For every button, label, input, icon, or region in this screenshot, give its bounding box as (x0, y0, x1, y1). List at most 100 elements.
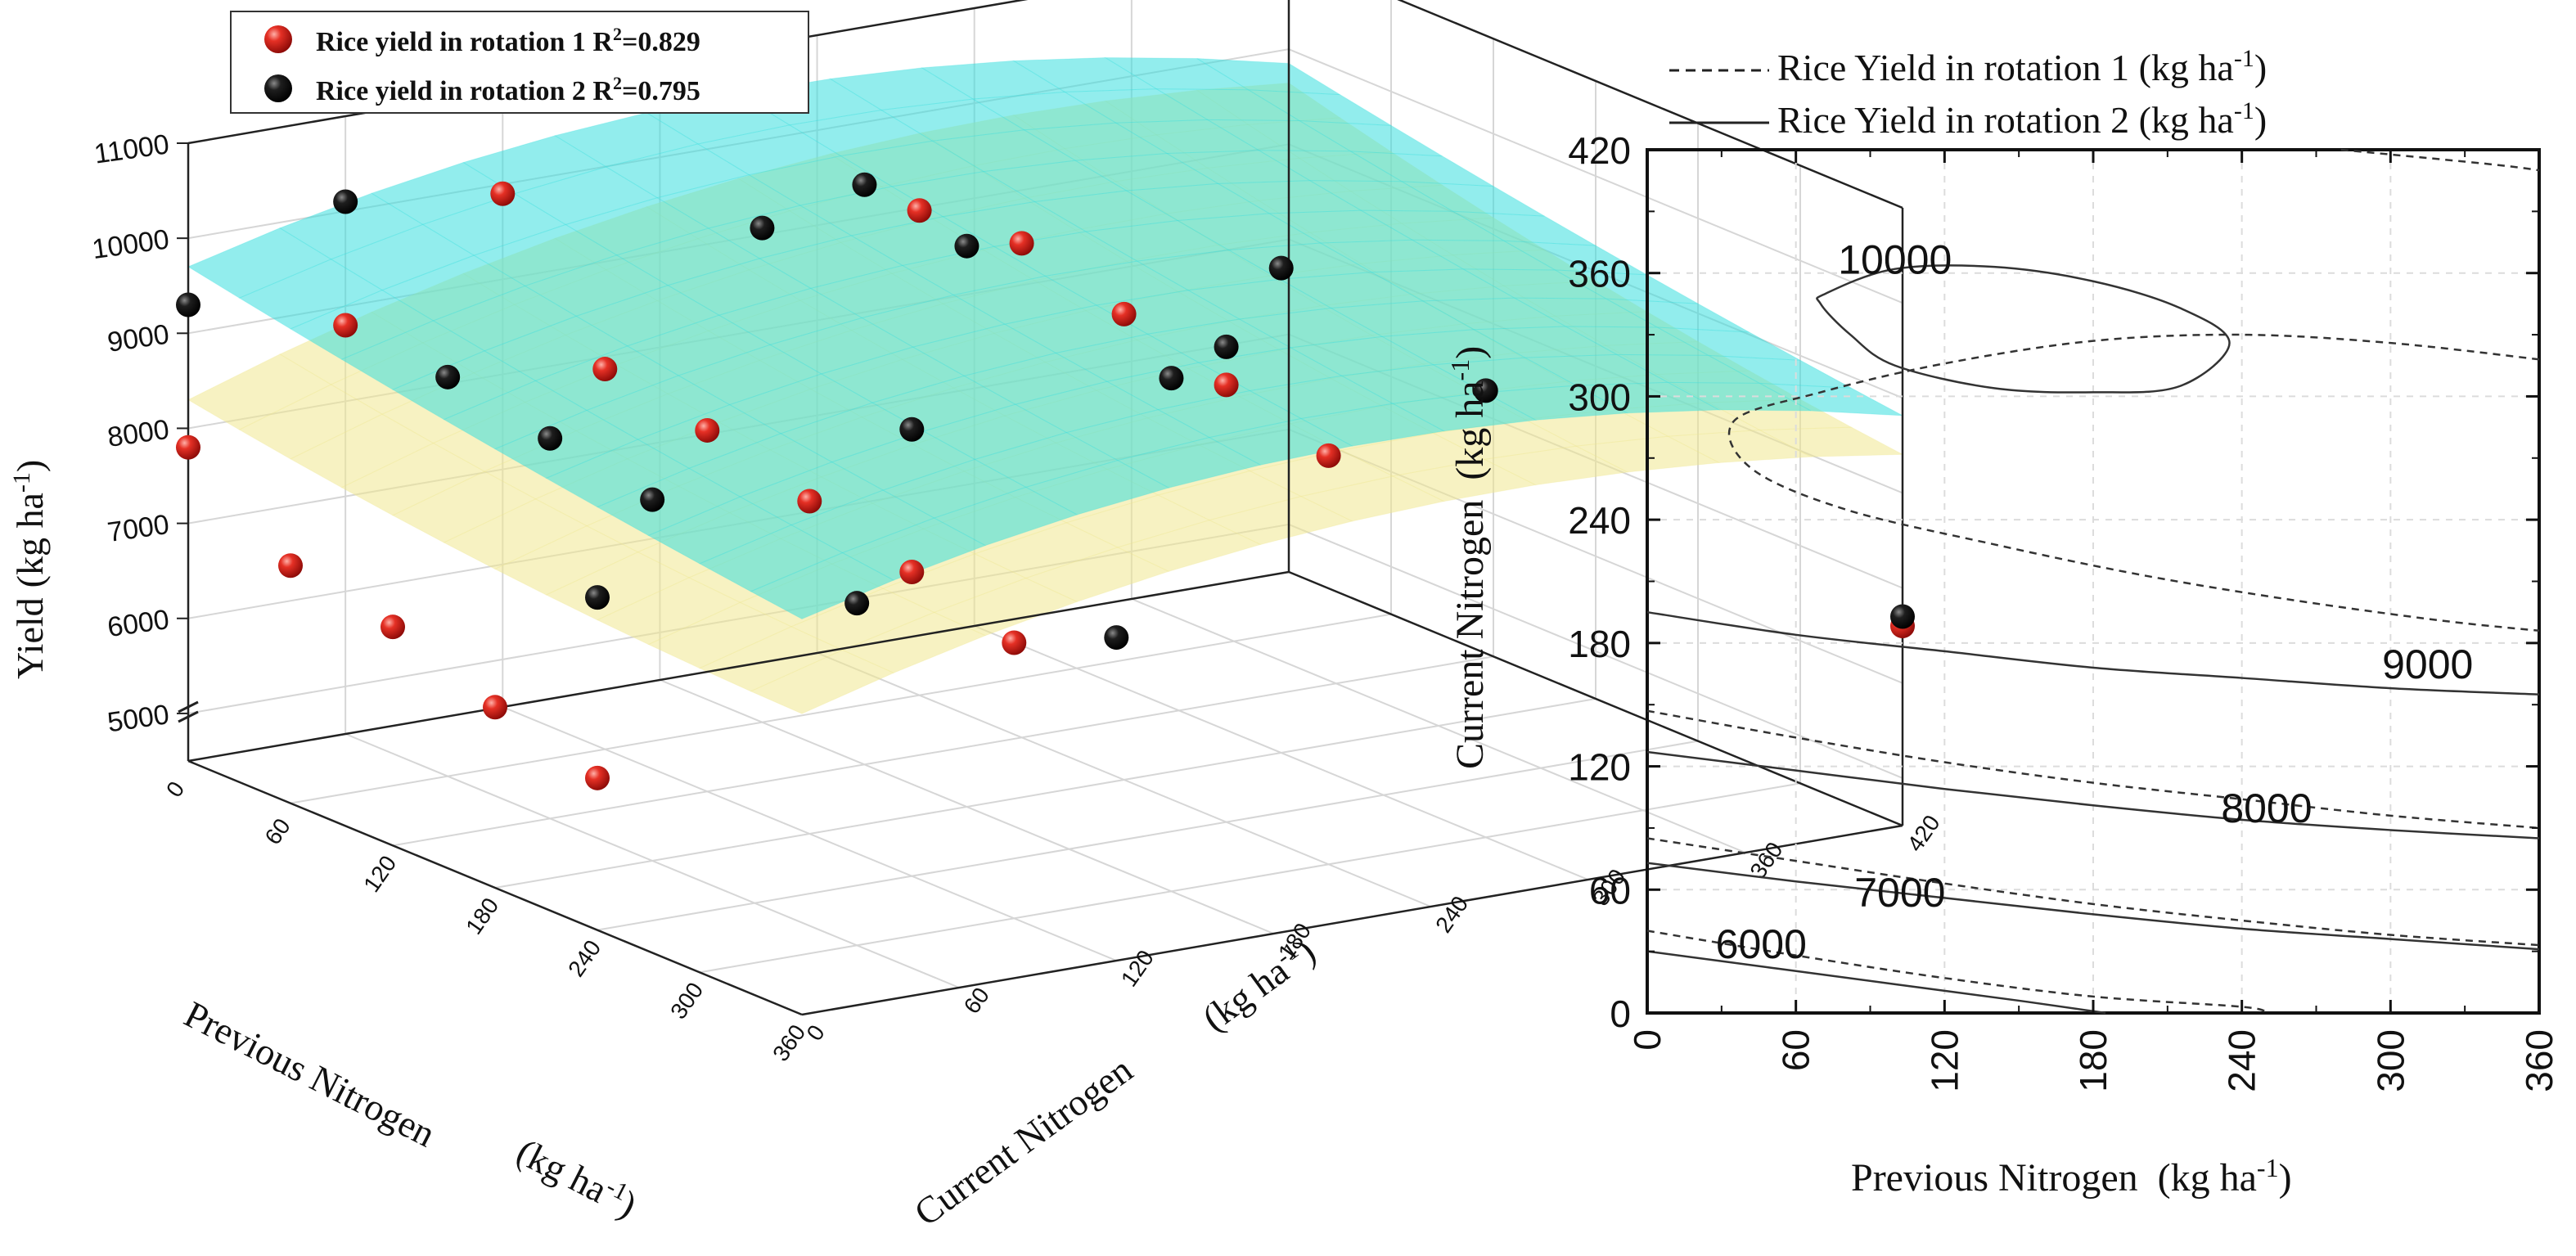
box-edge (187, 570, 1290, 763)
data-point-rotation-1 (483, 695, 507, 720)
grid-line-floor (699, 782, 1801, 974)
x-tick-label-3d: 120 (358, 851, 401, 897)
legend-3d: Rice yield in rotation 1 R2=0.829 Rice y… (230, 11, 809, 114)
y-tick-label-3d: 60 (959, 983, 994, 1018)
grid-line-floor (597, 740, 1699, 931)
grid-line-floor (1131, 598, 1746, 853)
data-point-rotation-1 (490, 181, 516, 206)
contour-rotation-2-6000 (1646, 950, 2106, 1015)
data-point-rotation-2 (176, 292, 200, 317)
data-point-rotation-2 (954, 233, 980, 259)
data-point-rotation-2 (435, 364, 461, 389)
z-tick-label: 5000 (106, 699, 171, 738)
data-point-rotation-1 (1111, 301, 1137, 326)
axis-break-mark (178, 710, 199, 723)
contour-y-tick-label: 420 (1568, 129, 1631, 172)
grid-line-floor (974, 625, 1589, 880)
contour-rotation-1-6000 (1646, 930, 2268, 1015)
panel-3d-surfaces (187, 56, 1904, 714)
z-axis-label: Yield(kg ha-1) (8, 460, 51, 679)
contour-rotation-1-9000 (1727, 333, 2540, 633)
data-point-rotation-1 (381, 614, 405, 640)
contour-grid (1646, 149, 2540, 1014)
data-point-rotation-2 (750, 215, 775, 241)
contour-rotation-2-10000 (1816, 264, 2231, 394)
contour-rotation-1-10000 (2340, 148, 2540, 172)
panel-3d-points (176, 86, 1915, 790)
grid-line-floor (290, 613, 1392, 804)
contour-level-label: 10000 (1838, 236, 1952, 282)
contour-y-tick-label: 300 (1568, 376, 1631, 418)
contour-y-tick-label: 0 (1610, 993, 1631, 1035)
legend-label-contour-rotation-1: Rice Yield in rotation 1 (kg ha-1) (1777, 45, 2267, 88)
contour-x-tick-label: 360 (2518, 1029, 2560, 1092)
x-axis-label-3d: Previous Nitrogen (178, 993, 442, 1155)
contour-level-label: 7000 (1854, 870, 1945, 916)
grid-line-floor (494, 698, 1596, 889)
contour-y-tick-label: 180 (1568, 623, 1631, 665)
contour-rotation-2-8000 (1646, 750, 2540, 840)
legend-label-rotation-1: Rice yield in rotation 1 R2=0.829 (316, 24, 700, 57)
contour-x-tick-label: 0 (1626, 1029, 1669, 1051)
data-point-rotation-2 (585, 585, 610, 610)
contour-y-tick-label: 360 (1568, 253, 1631, 295)
z-tick-label: 6000 (106, 604, 171, 643)
data-point-rotation-1 (1316, 443, 1341, 468)
data-point-rotation-2 (538, 425, 563, 451)
z-tick-label: 10000 (90, 223, 171, 265)
data-point-rotation-1 (333, 313, 358, 338)
contour-x-tick-label: 300 (2369, 1029, 2412, 1092)
box-edge (187, 759, 803, 1016)
data-point-rotation-1 (899, 559, 925, 584)
y-tick-label-3d: 0 (802, 1020, 830, 1046)
grid-line-floor (660, 679, 1274, 934)
contour-rotation-2-7000 (1646, 862, 2540, 951)
data-point-rotation-2 (1104, 625, 1129, 651)
x-tick-label-3d: 180 (461, 894, 503, 939)
data-point-rotation-2 (844, 591, 870, 616)
data-point-rotation-1 (176, 434, 200, 460)
contour-x-tick-label: 240 (2221, 1029, 2263, 1092)
data-point-rotation-2 (1890, 604, 1915, 629)
contour-ticks: 0 60 120 180 240 300 360 420 0 60 120 180 240 300 360 (1568, 129, 2560, 1092)
data-point-rotation-1 (695, 417, 720, 443)
x-tick-label-3d: 300 (665, 978, 708, 1024)
x-axis-unit-3d: (kg ha-1) (510, 1130, 643, 1226)
contour-legend: Rice Yield in rotation 1 (kg ha-1) Rice … (1669, 45, 2267, 141)
contour-y-tick-label: 120 (1568, 746, 1631, 789)
x-tick-label-3d: 0 (161, 777, 189, 802)
y-tick-label-3d: 420 (1903, 810, 1945, 856)
axis-break-mark (178, 700, 199, 714)
contour-x-tick-label: 120 (1923, 1029, 1966, 1092)
contour-rotation-1-7000 (1646, 837, 2540, 947)
contour-y-tick-label: 240 (1568, 499, 1631, 542)
data-point-rotation-1 (1214, 372, 1239, 398)
contour-level-label: 6000 (1716, 921, 1807, 967)
grid-line-back-wall-z (1288, 523, 1903, 779)
data-point-rotation-1 (1009, 231, 1034, 256)
grid-line-floor (345, 733, 960, 988)
legend-label-contour-rotation-2: Rice Yield in rotation 2 (kg ha-1) (1777, 97, 2267, 141)
z-tick-label: 9000 (106, 319, 171, 358)
box-edge (1288, 570, 1903, 827)
contour-level-labels: 10000 9000 8000 7000 6000 (1716, 236, 2474, 966)
data-point-rotation-1 (278, 553, 303, 578)
contour-rotation-1-8000 (1646, 709, 2540, 830)
contour-lines (1646, 148, 2540, 1015)
legend-label-rotation-2: Rice yield in rotation 2 R2=0.795 (316, 73, 700, 106)
legend-marker-rotation-2 (264, 74, 292, 102)
y-tick-label-3d: 120 (1116, 945, 1159, 991)
grid-line-back-wall-z (1288, 48, 1903, 304)
contour-level-label: 8000 (2221, 786, 2312, 831)
contour-rotation-2-9000 (1646, 610, 2540, 696)
data-point-rotation-2 (333, 189, 358, 214)
y-axis-label-3d: Current Nitrogen (907, 1048, 1140, 1234)
contour-y-tick-label: 60 (1589, 869, 1631, 912)
data-point-rotation-1 (1002, 630, 1027, 655)
z-tick-label: 8000 (106, 414, 171, 453)
grid-line-floor (502, 706, 1117, 961)
data-point-rotation-2 (852, 172, 877, 197)
y-axis-unit-3d: (kg ha-1) (1194, 930, 1322, 1039)
data-point-rotation-2 (1473, 378, 1498, 403)
